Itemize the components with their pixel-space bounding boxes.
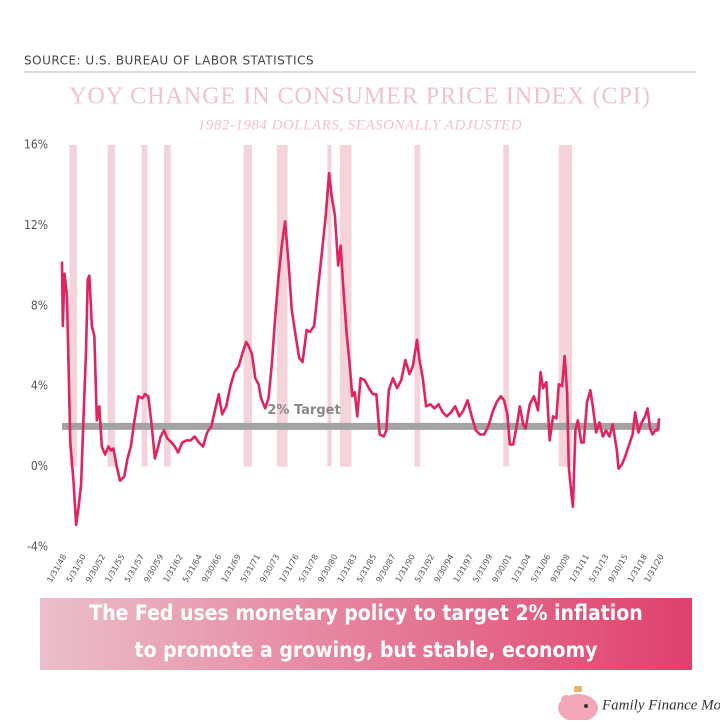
y-tick-label: -4%: [27, 540, 48, 554]
plot-area: -4%0%4%8%12%16%1/31/485/31/509/30/521/31…: [24, 138, 666, 584]
banner-line: The Fed uses monetary policy to target 2…: [89, 601, 642, 625]
banner: [40, 598, 692, 670]
recession-band: [327, 145, 332, 467]
brand: Family Finance Mom: [601, 697, 720, 713]
y-tick-label: 4%: [31, 379, 48, 393]
recession-band: [107, 145, 116, 467]
recession-band: [141, 145, 148, 467]
recession-band: [69, 145, 77, 467]
y-tick-label: 0%: [31, 459, 48, 473]
recession-band: [276, 145, 288, 467]
chart-title: YOY CHANGE IN CONSUMER PRICE INDEX (CPI): [69, 84, 651, 110]
piggy-icon: [558, 686, 598, 722]
cpi-line: [60, 171, 661, 527]
y-tick-label: 12%: [24, 218, 48, 232]
chart-subtitle: 1982-1984 DOLLARS, SEASONALLY ADJUSTED: [198, 117, 522, 133]
banner-line: to promote a growing, but stable, econom…: [135, 638, 598, 662]
y-tick-label: 16%: [24, 138, 48, 152]
recession-band: [558, 145, 573, 467]
y-tick-label: 8%: [31, 298, 48, 312]
recession-band: [414, 145, 421, 467]
recession-band: [164, 145, 171, 467]
target-label: 2% Target: [267, 403, 340, 418]
recession-band: [243, 145, 252, 467]
recession-band: [503, 145, 510, 467]
source: SOURCE: U.S. BUREAU OF LABOR STATISTICS: [24, 54, 314, 68]
